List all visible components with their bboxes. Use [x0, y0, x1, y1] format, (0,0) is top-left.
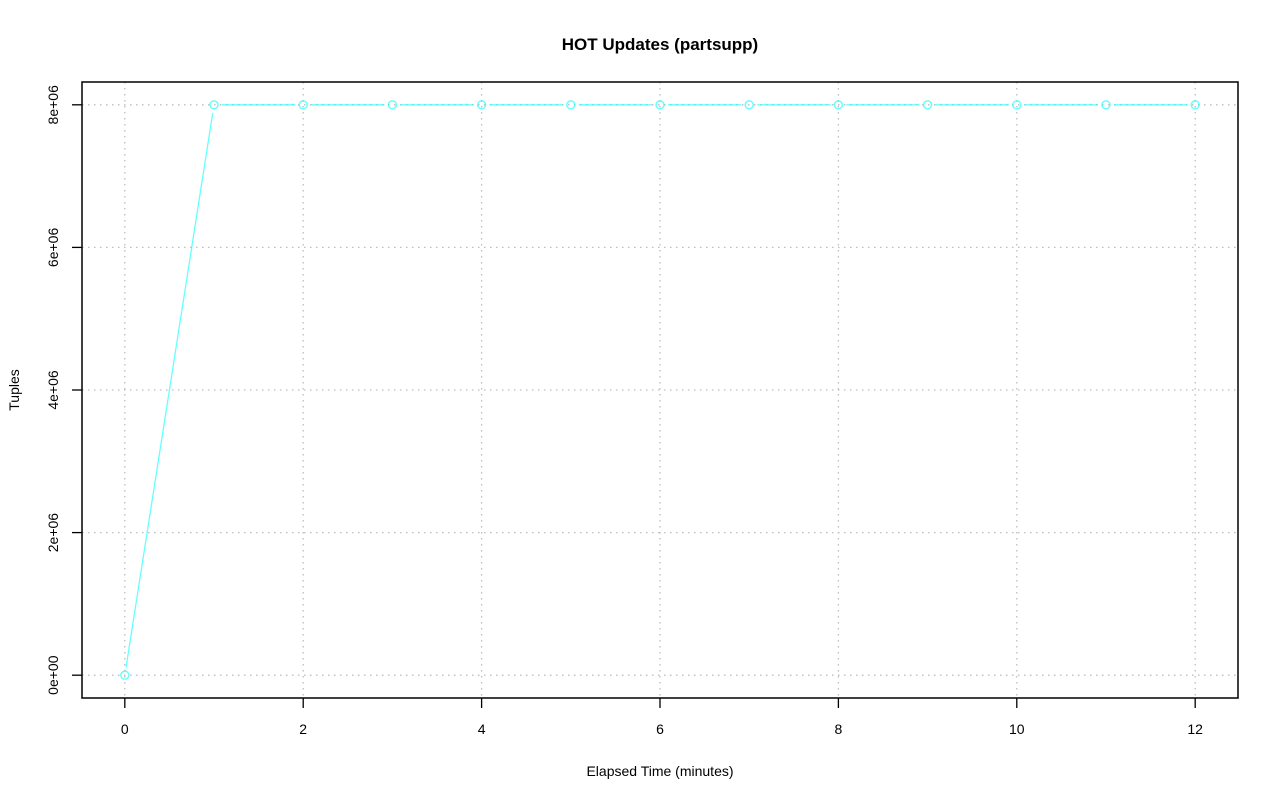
series	[120, 100, 1200, 680]
x-tick-label: 2	[299, 721, 307, 737]
data-point	[655, 100, 665, 110]
data-point	[922, 100, 933, 110]
y-tick-label: 2e+06	[45, 513, 61, 553]
y-axis-label: Tuples	[6, 369, 22, 411]
data-point	[387, 100, 398, 110]
y-tick-label: 8e+06	[45, 85, 61, 125]
data-point	[298, 100, 308, 110]
data-point	[1190, 100, 1200, 110]
x-tick-label: 12	[1187, 721, 1203, 737]
data-point	[833, 100, 844, 110]
data-point	[1101, 100, 1111, 110]
x-axis-label: Elapsed Time (minutes)	[586, 763, 733, 779]
data-point	[209, 100, 219, 110]
data-point	[476, 100, 487, 110]
plot-frame	[81, 81, 1239, 699]
data-point	[120, 670, 130, 680]
grid	[82, 82, 1238, 698]
y-tick-label: 0e+00	[45, 655, 61, 695]
data-point	[1012, 100, 1022, 110]
y-axis: 0e+00 2e+06 4e+06 6e+06 8e+06	[45, 85, 82, 695]
chart-title: HOT Updates (partsupp)	[562, 35, 758, 54]
y-tick-label: 4e+06	[45, 370, 61, 410]
series-line-segment	[125, 112, 214, 668]
x-tick-label: 0	[121, 721, 129, 737]
data-point	[744, 100, 754, 110]
x-axis: 0 2 4 6 8 10 12	[121, 698, 1203, 737]
x-tick-label: 6	[656, 721, 664, 737]
data-point	[566, 100, 576, 110]
x-tick-label: 4	[478, 721, 486, 737]
x-tick-label: 8	[834, 721, 842, 737]
y-tick-label: 6e+06	[45, 228, 61, 268]
x-tick-label: 10	[1009, 721, 1025, 737]
